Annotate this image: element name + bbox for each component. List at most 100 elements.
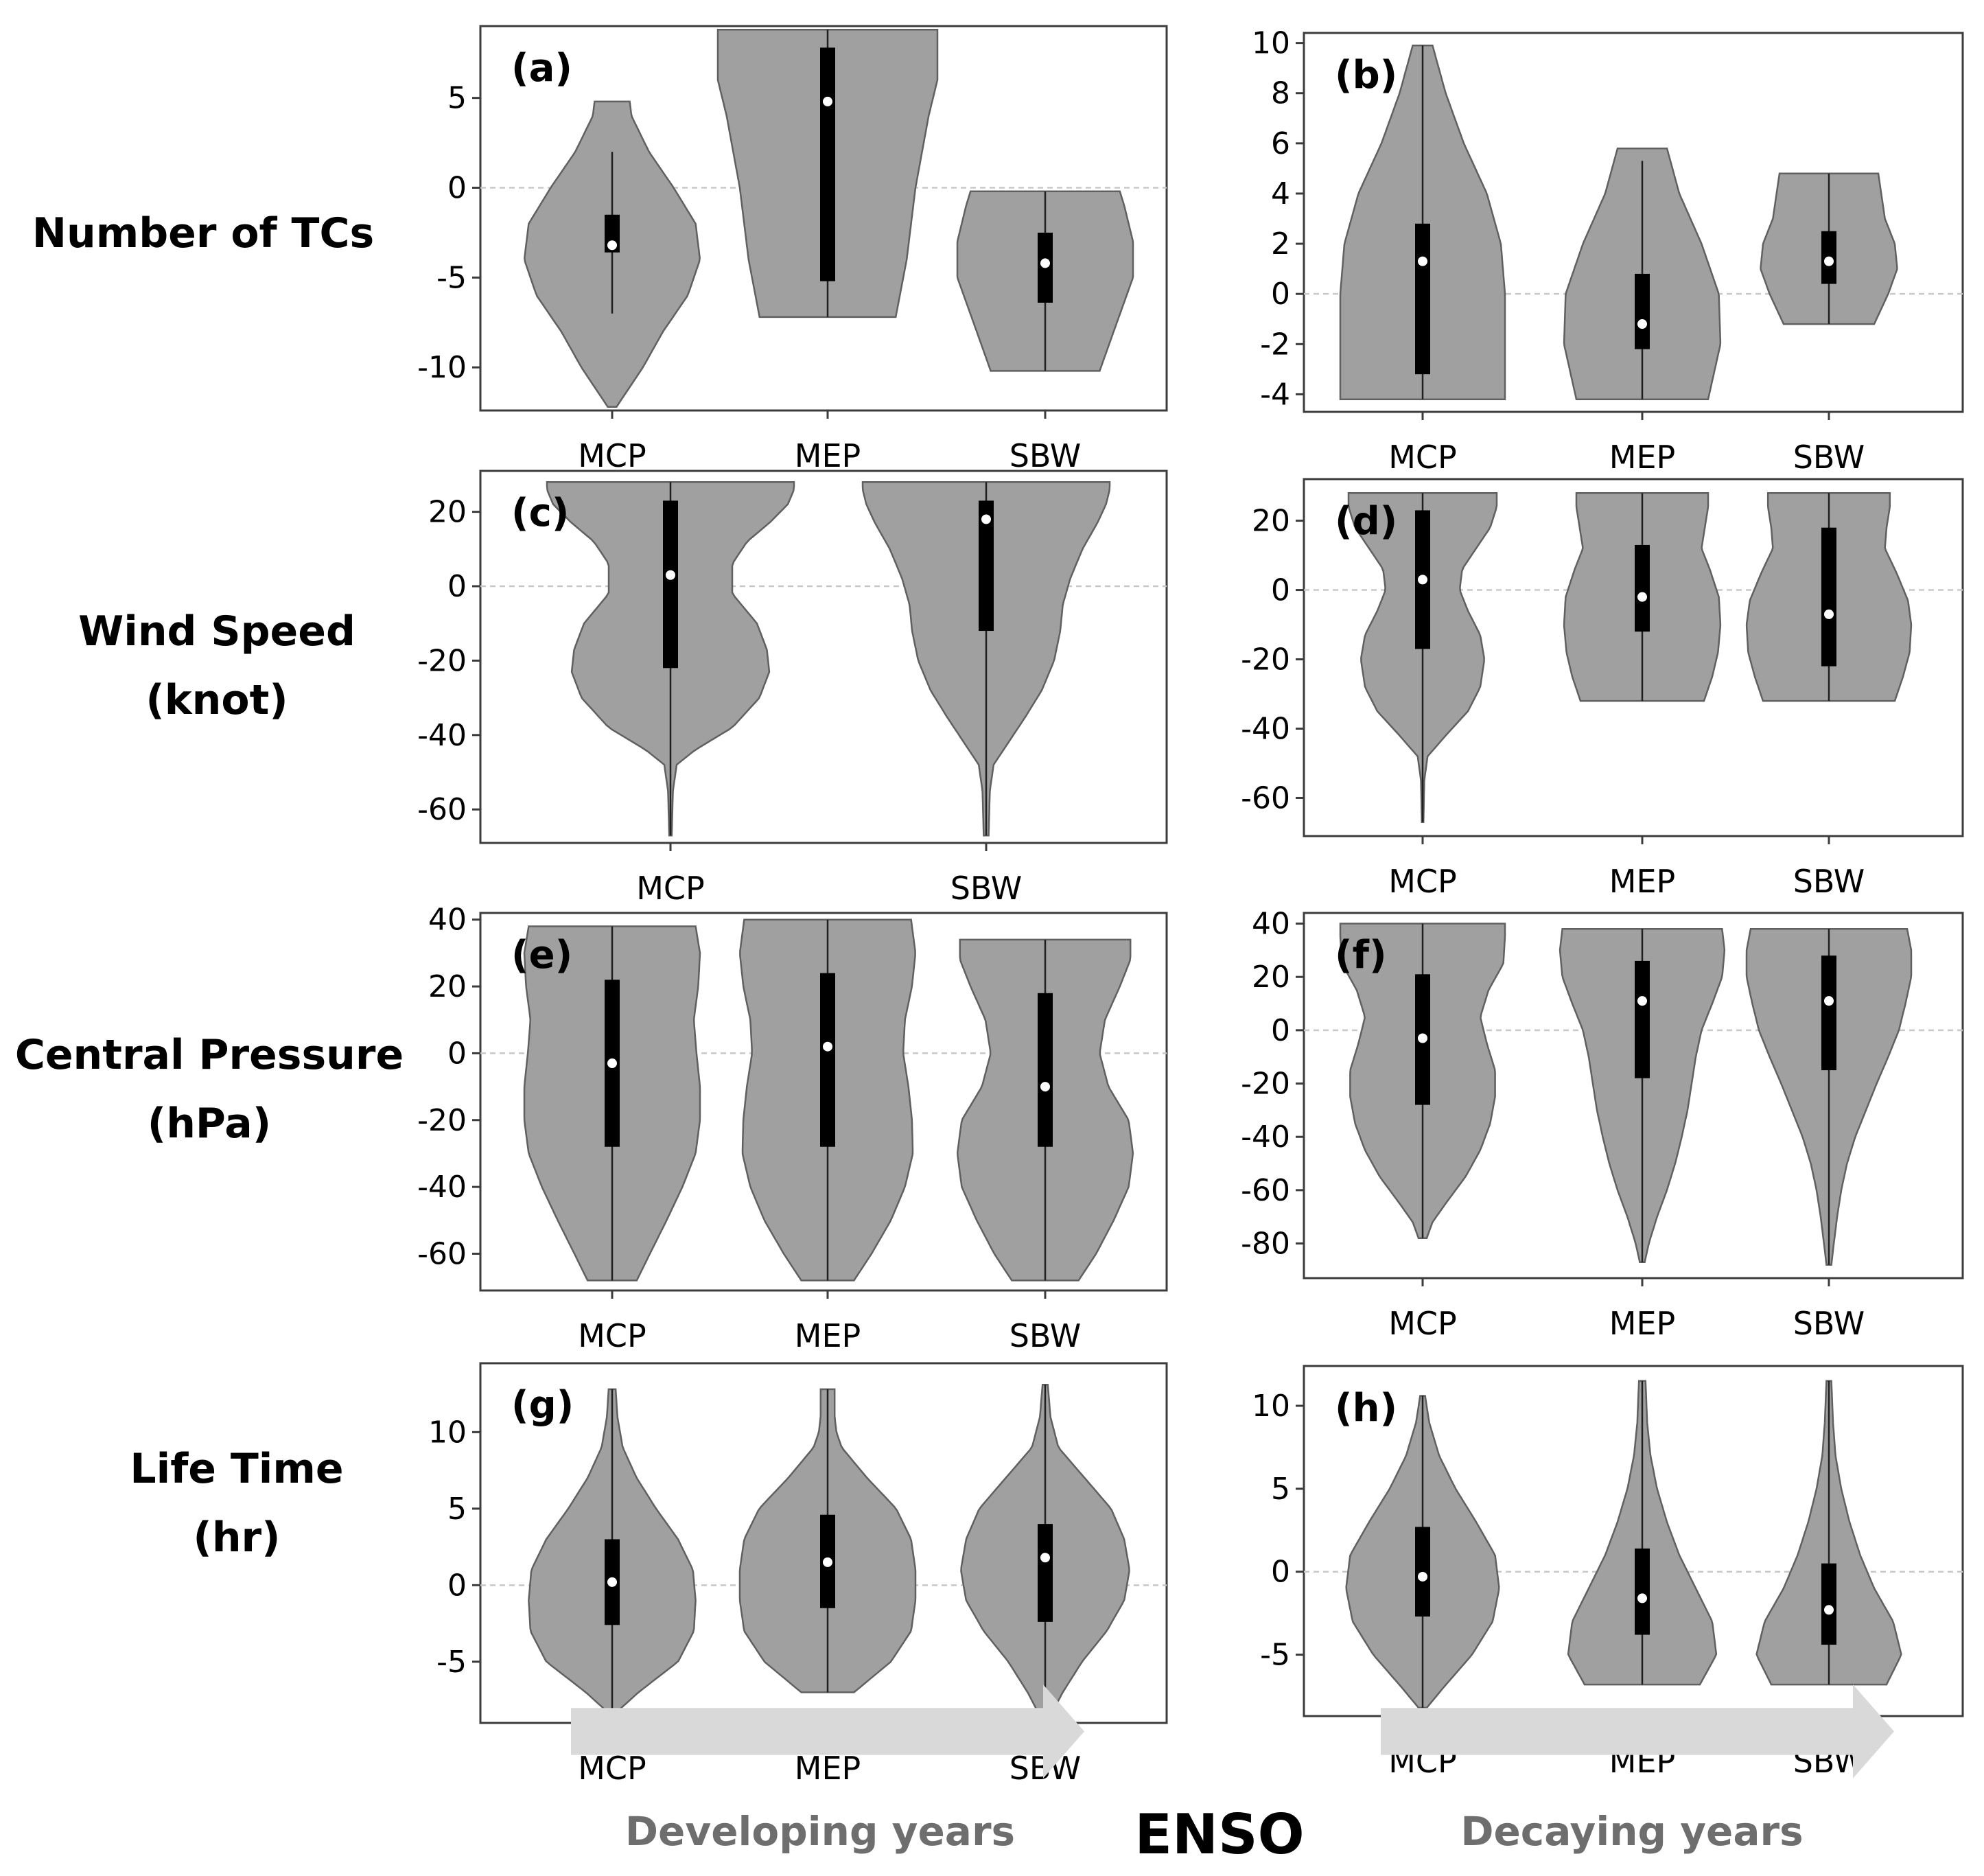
panel-label: (g): [511, 1383, 574, 1428]
row-label: (hr): [193, 1514, 280, 1562]
median-dot-mcp: [607, 1058, 617, 1069]
x-tick-label: SBW: [1793, 439, 1865, 476]
y-tick-label: 0: [1271, 277, 1290, 312]
y-tick-label: -40: [417, 718, 467, 753]
panel-b: 10 8 6 4 2 0 -2 -4 MCP MEP SBW (b): [1252, 26, 1964, 476]
y-tick-label: -40: [1241, 711, 1290, 746]
median-dot-sbw: [1040, 258, 1050, 268]
enso-label: ENSO: [1134, 1803, 1304, 1866]
median-dot-sbw: [1824, 256, 1834, 266]
x-tick-label: MCP: [1388, 439, 1457, 476]
y-tick-label: 40: [428, 903, 467, 938]
iqr-box-mep: [1635, 960, 1650, 1078]
iqr-box-sbw: [1038, 1524, 1053, 1622]
iqr-box-sbw: [1821, 1563, 1836, 1645]
x-tick-label: MCP: [1388, 863, 1457, 900]
row-label: Number of TCs: [32, 209, 374, 257]
panel-label: (a): [511, 46, 572, 91]
iqr-box-sbw: [1821, 956, 1836, 1071]
y-tick-label: 0: [447, 171, 467, 206]
iqr-box-mep: [1635, 273, 1650, 349]
y-tick-label: 5: [1271, 1472, 1290, 1507]
y-tick-label: -20: [417, 643, 467, 678]
developing-label: Developing years: [625, 1808, 1015, 1855]
y-tick-label: -60: [417, 792, 467, 827]
y-tick-label: -20: [1241, 642, 1290, 678]
y-tick-label: 5: [447, 1492, 467, 1527]
x-tick-label: MCP: [636, 870, 705, 907]
x-tick-label: MEP: [795, 437, 861, 474]
y-tick-label: -40: [417, 1170, 467, 1205]
median-dot-sbw: [1824, 609, 1834, 619]
y-tick-label: -4: [1260, 377, 1290, 412]
median-dot-mep: [1637, 1593, 1647, 1603]
panel-e: 40 20 0 -20 -40 -60 MCP MEP SBW (e) Central Pressu…: [15, 903, 1168, 1354]
y-tick-label: 10: [428, 1415, 467, 1450]
median-dot-sbw: [1824, 996, 1834, 1006]
panel-label: (h): [1335, 1386, 1397, 1431]
median-dot-sbw: [1040, 1082, 1050, 1092]
iqr-box-mcp: [663, 500, 678, 669]
median-dot-mep: [1637, 319, 1647, 329]
decaying-arrow: [1381, 1684, 1894, 1779]
y-tick-label: -20: [417, 1103, 467, 1138]
x-tick-label: MCP: [578, 437, 646, 474]
panel-a: 5 0 -5 -10 MCP MEP SBW (a) Number of TCs: [32, 25, 1168, 474]
x-tick-label: MCP: [1388, 1305, 1457, 1342]
median-dot-sbw: [981, 514, 991, 524]
median-dot-mcp: [1418, 1571, 1427, 1582]
y-tick-label: 20: [1252, 960, 1290, 995]
decaying-label: Decaying years: [1460, 1808, 1803, 1855]
y-tick-label: 10: [1252, 26, 1290, 61]
median-dot-mep: [1637, 592, 1647, 602]
median-dot-mcp: [1418, 256, 1427, 266]
row-label: (hPa): [148, 1100, 271, 1148]
iqr-box-mep: [820, 47, 835, 281]
y-tick-label: -5: [1260, 1638, 1290, 1673]
y-tick-label: 0: [447, 1568, 467, 1603]
y-tick-label: 6: [1271, 126, 1290, 161]
x-tick-label: MEP: [795, 1750, 861, 1787]
iqr-box-mep: [1635, 1548, 1650, 1635]
panel-f: 40 20 0 -20 -40 -60 -80 MCP MEP SBW (f): [1241, 907, 1964, 1342]
row-label: Wind Speed: [78, 607, 355, 656]
row-label: Central Pressure: [15, 1031, 404, 1079]
y-tick-label: -60: [1241, 1173, 1290, 1208]
iqr-box-sbw: [979, 500, 994, 632]
y-tick-label: 20: [1252, 504, 1290, 539]
median-dot-mcp: [666, 570, 675, 580]
iqr-box-mep: [1635, 544, 1650, 632]
panel-label: (f): [1335, 933, 1387, 977]
iqr-box-mcp: [1415, 1527, 1430, 1617]
x-tick-label: MEP: [795, 1317, 861, 1354]
x-tick-label: SBW: [1793, 1305, 1865, 1342]
y-tick-label: 0: [447, 569, 467, 604]
x-tick-label: MEP: [1609, 439, 1676, 476]
x-tick-label: MCP: [578, 1750, 646, 1787]
median-dot-mcp: [1418, 575, 1427, 585]
y-tick-label: 4: [1271, 176, 1290, 211]
panel-label: (d): [1335, 499, 1397, 544]
footer: Developing years ENSO Decaying years: [571, 1684, 1894, 1866]
y-tick-label: 10: [1252, 1389, 1290, 1424]
y-tick-label: 0: [1271, 1013, 1290, 1048]
median-dot-sbw: [1040, 1553, 1050, 1563]
y-tick-label: -5: [436, 260, 467, 295]
x-tick-label: SBW: [1009, 437, 1082, 474]
y-tick-label: -20: [1241, 1067, 1290, 1102]
median-dot-mcp: [607, 240, 617, 251]
y-tick-label: 8: [1271, 76, 1290, 111]
y-tick-label: -40: [1241, 1120, 1290, 1155]
y-tick-label: -60: [417, 1236, 467, 1271]
y-tick-label: 0: [1271, 1555, 1290, 1590]
panel-label: (c): [511, 491, 569, 535]
panel-d: 20 0 -20 -40 -60 MCP MEP SBW (d): [1241, 478, 1964, 900]
x-tick-label: MCP: [578, 1317, 646, 1354]
panel-label: (b): [1335, 53, 1397, 97]
iqr-box-mep: [820, 973, 835, 1147]
y-tick-label: -2: [1260, 327, 1290, 362]
x-tick-label: SBW: [1793, 863, 1865, 900]
